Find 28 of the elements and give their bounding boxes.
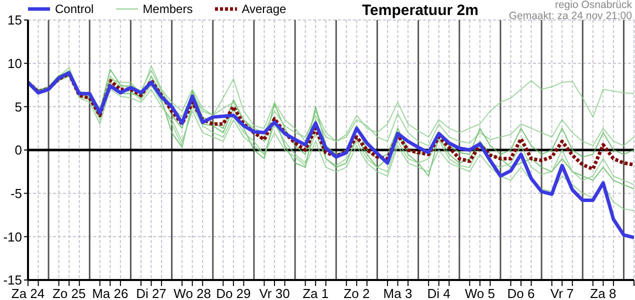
legend-label: Members [142, 2, 193, 16]
y-tick-label: 5 [14, 99, 22, 114]
text: regio Osnabrück [554, 0, 632, 11]
x-tick-label: Vr 7 [550, 286, 574, 300]
x-tick-label: Zo 2 [344, 286, 370, 300]
x-tick-label: Zo 25 [52, 286, 86, 300]
y-tick-label: -15 [3, 272, 22, 288]
y-tick-label: 15 [8, 12, 22, 28]
annotation: Gemaakt: za 24 nov 21:00 [508, 10, 632, 22]
x-tick-label: Za 8 [590, 286, 616, 300]
y-tick-label: 10 [8, 56, 22, 71]
x-tick-label: Wo 5 [464, 286, 495, 300]
x-tick-label: Di 4 [427, 286, 450, 300]
legend-label: Average [242, 2, 286, 16]
chart-title: Temperatuur 2m [362, 2, 478, 19]
x-tick-label: Vr 30 [259, 286, 290, 300]
x-tick-label: Do 6 [507, 286, 535, 300]
x-tick-label: Za 1 [302, 286, 329, 300]
x-tick-label: Za 24 [11, 286, 45, 300]
x-tick-label: Do 29 [216, 286, 251, 300]
x-tick-label: Di 27 [136, 286, 166, 300]
y-tick-label: -10 [3, 229, 22, 244]
legend-label: Control [55, 2, 94, 16]
y-tick-label: -5 [10, 186, 22, 201]
x-tick-label: Ma 26 [92, 286, 128, 300]
x-tick-label: Wo 28 [174, 286, 212, 300]
x-tick-label: Ma 3 [383, 286, 412, 300]
y-tick-label: 0 [14, 142, 22, 158]
